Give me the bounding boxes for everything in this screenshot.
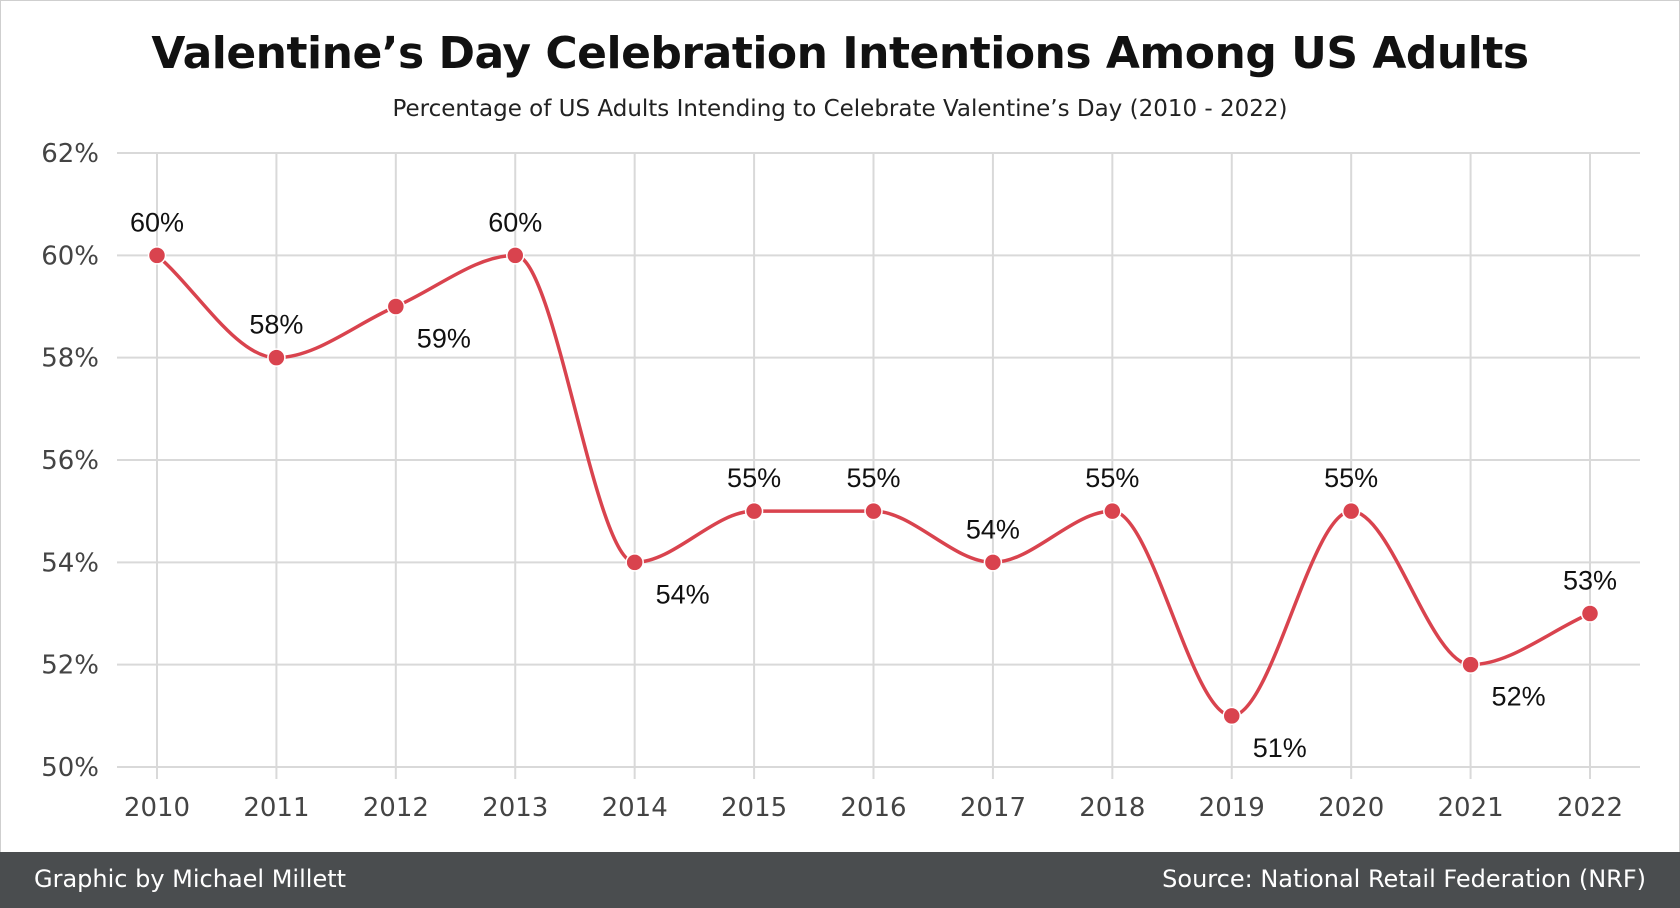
data-point <box>1461 655 1480 674</box>
data-label: 55% <box>846 463 900 493</box>
y-tick-label: 62% <box>41 139 99 169</box>
footer-source: Source: National Retail Federation (NRF) <box>1162 865 1646 893</box>
x-tick-label: 2014 <box>602 793 668 823</box>
x-tick-label: 2015 <box>721 793 787 823</box>
y-tick-label: 52% <box>41 651 99 681</box>
chart-subtitle: Percentage of US Adults Intending to Cel… <box>392 96 1288 122</box>
data-point <box>386 297 406 316</box>
x-tick-label: 2016 <box>840 793 906 823</box>
data-label: 53% <box>1563 566 1617 596</box>
data-point <box>267 348 286 367</box>
x-tick-label: 2020 <box>1318 793 1384 823</box>
line-chart: 50% 52% 54% 56% 58% 60% 62% 2010 2011 2012 2013 201… <box>41 139 1640 823</box>
data-point <box>983 553 1003 572</box>
data-point <box>1222 706 1241 726</box>
x-tick-label: 2017 <box>960 793 1026 823</box>
data-label: 51% <box>1253 733 1307 763</box>
data-label: 60% <box>130 207 184 237</box>
data-points <box>147 246 1600 726</box>
data-point <box>1580 604 1600 623</box>
data-label: 54% <box>966 514 1020 544</box>
x-tick-label: 2013 <box>482 793 548 823</box>
data-label: 55% <box>727 463 781 493</box>
x-tick-label: 2012 <box>363 793 429 823</box>
y-tick-label: 58% <box>41 344 99 374</box>
data-label: 59% <box>417 324 471 354</box>
x-tick-label: 2018 <box>1079 793 1145 823</box>
y-tick-label: 60% <box>41 241 99 271</box>
data-label: 58% <box>249 310 303 340</box>
data-labels: 60% 58% 59% 60% 54% 55% 55% 54% 55% 51% 55% 52% 53% <box>130 207 1617 763</box>
x-tick-label: 2021 <box>1437 793 1503 823</box>
data-point <box>864 501 883 521</box>
data-point <box>147 246 167 265</box>
x-tick-label: 2022 <box>1557 793 1623 823</box>
data-point <box>744 501 764 521</box>
data-point <box>1103 501 1122 521</box>
data-point <box>1341 501 1361 521</box>
x-tick-label: 2019 <box>1199 793 1265 823</box>
x-tick-label: 2011 <box>243 793 309 823</box>
data-label: 60% <box>488 207 542 237</box>
y-tick-label: 56% <box>41 446 99 476</box>
data-label: 55% <box>1324 463 1378 493</box>
data-label: 55% <box>1085 463 1139 493</box>
footer-credit: Graphic by Michael Millett <box>34 865 347 893</box>
data-point <box>625 553 644 572</box>
y-tick-label: 50% <box>41 753 99 783</box>
tick-labels: 50% 52% 54% 56% 58% 60% 62% 2010 2011 2012 2013 201… <box>41 139 1623 823</box>
data-point <box>506 246 525 265</box>
y-tick-label: 54% <box>41 548 99 578</box>
data-label: 52% <box>1492 682 1546 712</box>
data-label: 54% <box>656 579 710 609</box>
footer-bar: Graphic by Michael Millett Source: Natio… <box>0 852 1680 908</box>
x-tick-label: 2010 <box>124 793 190 823</box>
chart-title: Valentine’s Day Celebration Intentions A… <box>151 28 1529 79</box>
